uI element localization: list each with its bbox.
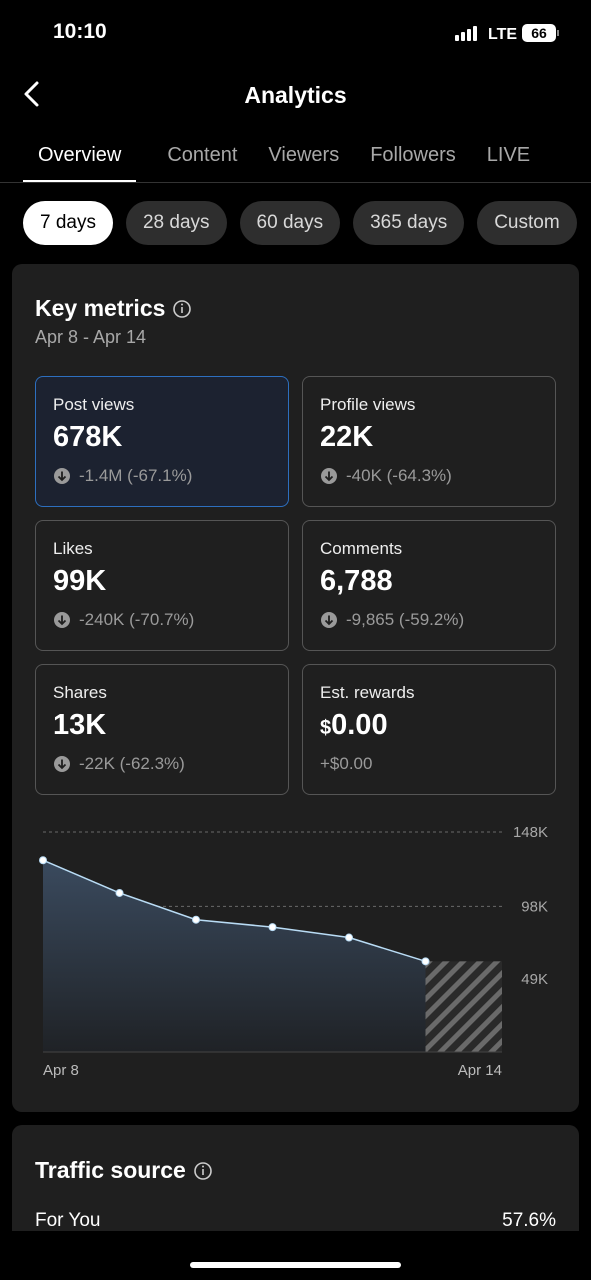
y-tick-label: 98K bbox=[521, 898, 548, 915]
metric-label: Post views bbox=[53, 395, 135, 414]
metric-label: Comments bbox=[320, 539, 403, 558]
range-pill[interactable]: 7 days bbox=[23, 201, 113, 245]
home-indicator bbox=[190, 1262, 401, 1268]
metric-card[interactable]: Post views 678K -1.4M (-67.1%) bbox=[35, 376, 289, 507]
status-network: LTE bbox=[488, 26, 517, 43]
down-icon bbox=[54, 612, 70, 628]
down-icon bbox=[54, 468, 70, 484]
metric-change-text: -22K (-62.3%) bbox=[79, 754, 185, 773]
info-icon[interactable] bbox=[192, 1160, 214, 1182]
chart: 49K 98K 148K Apr 8 Apr 14 bbox=[39, 824, 548, 1079]
metric-number: 99K bbox=[53, 565, 107, 597]
point bbox=[115, 888, 124, 897]
tab[interactable]: Content bbox=[167, 144, 238, 166]
metric-number: 22K bbox=[320, 421, 374, 453]
point bbox=[345, 933, 353, 942]
metric-change: -40K (-64.3%) bbox=[320, 466, 538, 486]
metric-value: 6,788 bbox=[320, 565, 538, 598]
metric-value: 13K bbox=[53, 709, 271, 742]
back-button[interactable] bbox=[20, 80, 44, 108]
metric-change: +$0.00 bbox=[320, 754, 538, 774]
metric-label: Likes bbox=[53, 539, 93, 558]
tab[interactable]: Overview bbox=[23, 140, 137, 183]
metric-value: 99K bbox=[53, 565, 271, 598]
traffic-row: For You 57.6% bbox=[35, 1210, 556, 1232]
down-icon bbox=[321, 612, 337, 628]
info-icon[interactable] bbox=[171, 298, 193, 320]
metric-number: 13K bbox=[53, 709, 107, 741]
down-icon bbox=[54, 756, 70, 772]
tab[interactable]: Viewers bbox=[268, 144, 340, 166]
metric-currency: $ bbox=[320, 717, 332, 739]
x-tick-label: Apr 8 bbox=[43, 1062, 79, 1079]
metric-change: -1.4M (-67.1%) bbox=[53, 466, 271, 486]
metric-card[interactable]: Likes 99K -240K (-70.7%) bbox=[35, 520, 289, 651]
range-pill[interactable]: Custom bbox=[477, 201, 577, 245]
traffic-header: Traffic source bbox=[35, 1157, 214, 1184]
metric-number: 678K bbox=[53, 421, 123, 453]
section-title: Traffic source bbox=[35, 1157, 186, 1183]
metric-grid: Post views 678K -1.4M (-67.1%) Profile view… bbox=[35, 376, 556, 795]
metric-change: -9,865 (-59.2%) bbox=[320, 610, 538, 630]
metric-card[interactable]: Shares 13K -22K (-62.3%) bbox=[35, 664, 289, 795]
metric-number: 6,788 bbox=[320, 565, 393, 597]
status-time: 10:10 bbox=[53, 20, 107, 43]
traffic-list: For You 57.6% bbox=[35, 1210, 556, 1232]
metric-value: $0.00 bbox=[320, 709, 538, 742]
date-range: Apr 8 - Apr 14 bbox=[35, 327, 147, 347]
metric-number: 0.00 bbox=[331, 709, 388, 741]
metric-change-text: +$0.00 bbox=[320, 754, 373, 773]
y-tick-label: 49K bbox=[521, 971, 548, 988]
section-title: Key metrics bbox=[35, 295, 166, 321]
key-metrics-header: Key metrics bbox=[35, 295, 193, 322]
tab-bar: Overview Content Viewers Followers LIVE bbox=[23, 140, 561, 183]
y-tick-label: 148K bbox=[513, 824, 548, 841]
pending-region bbox=[425, 961, 502, 1052]
range-pill[interactable]: 28 days bbox=[125, 201, 227, 245]
metric-change: -240K (-70.7%) bbox=[53, 610, 271, 630]
metric-change-text: -1.4M (-67.1%) bbox=[79, 466, 193, 485]
bottom-bar bbox=[0, 1231, 591, 1280]
down-icon bbox=[321, 468, 337, 484]
metric-value: 22K bbox=[320, 421, 538, 454]
metric-card[interactable]: Profile views 22K -40K (-64.3%) bbox=[302, 376, 556, 507]
metric-change-text: -240K (-70.7%) bbox=[79, 610, 195, 629]
metric-change-text: -9,865 (-59.2%) bbox=[346, 610, 465, 629]
point bbox=[421, 957, 430, 966]
range-pill[interactable]: 60 days bbox=[239, 201, 341, 245]
range-pill[interactable]: 365 days bbox=[353, 201, 465, 245]
metric-label: Profile views bbox=[320, 395, 416, 414]
page-title: Analytics bbox=[244, 82, 347, 108]
metric-card[interactable]: Est. rewards $0.00 +$0.00 bbox=[302, 664, 556, 795]
battery-level: 66 bbox=[531, 25, 547, 41]
tab[interactable]: Followers bbox=[370, 144, 456, 166]
metric-change-text: -40K (-64.3%) bbox=[346, 466, 452, 485]
status-icons: LTE 66 bbox=[455, 24, 559, 43]
x-tick-label: Apr 14 bbox=[458, 1062, 502, 1079]
line bbox=[42, 859, 426, 963]
metric-change: -22K (-62.3%) bbox=[53, 754, 271, 774]
point bbox=[268, 923, 277, 932]
divider bbox=[0, 182, 591, 183]
area bbox=[43, 860, 426, 1052]
metric-label: Shares bbox=[53, 683, 107, 702]
metric-card[interactable]: Comments 6,788 -9,865 (-59.2%) bbox=[302, 520, 556, 651]
range-selector: 7 days 28 days 60 days 365 days Custom bbox=[23, 201, 590, 245]
traffic-value: 57.6% bbox=[502, 1210, 556, 1231]
metric-value: 678K bbox=[53, 421, 271, 454]
point bbox=[192, 915, 200, 924]
point bbox=[39, 856, 47, 865]
tab[interactable]: LIVE bbox=[486, 144, 531, 166]
traffic-label: For You bbox=[35, 1210, 101, 1231]
metric-label: Est. rewards bbox=[320, 683, 415, 702]
